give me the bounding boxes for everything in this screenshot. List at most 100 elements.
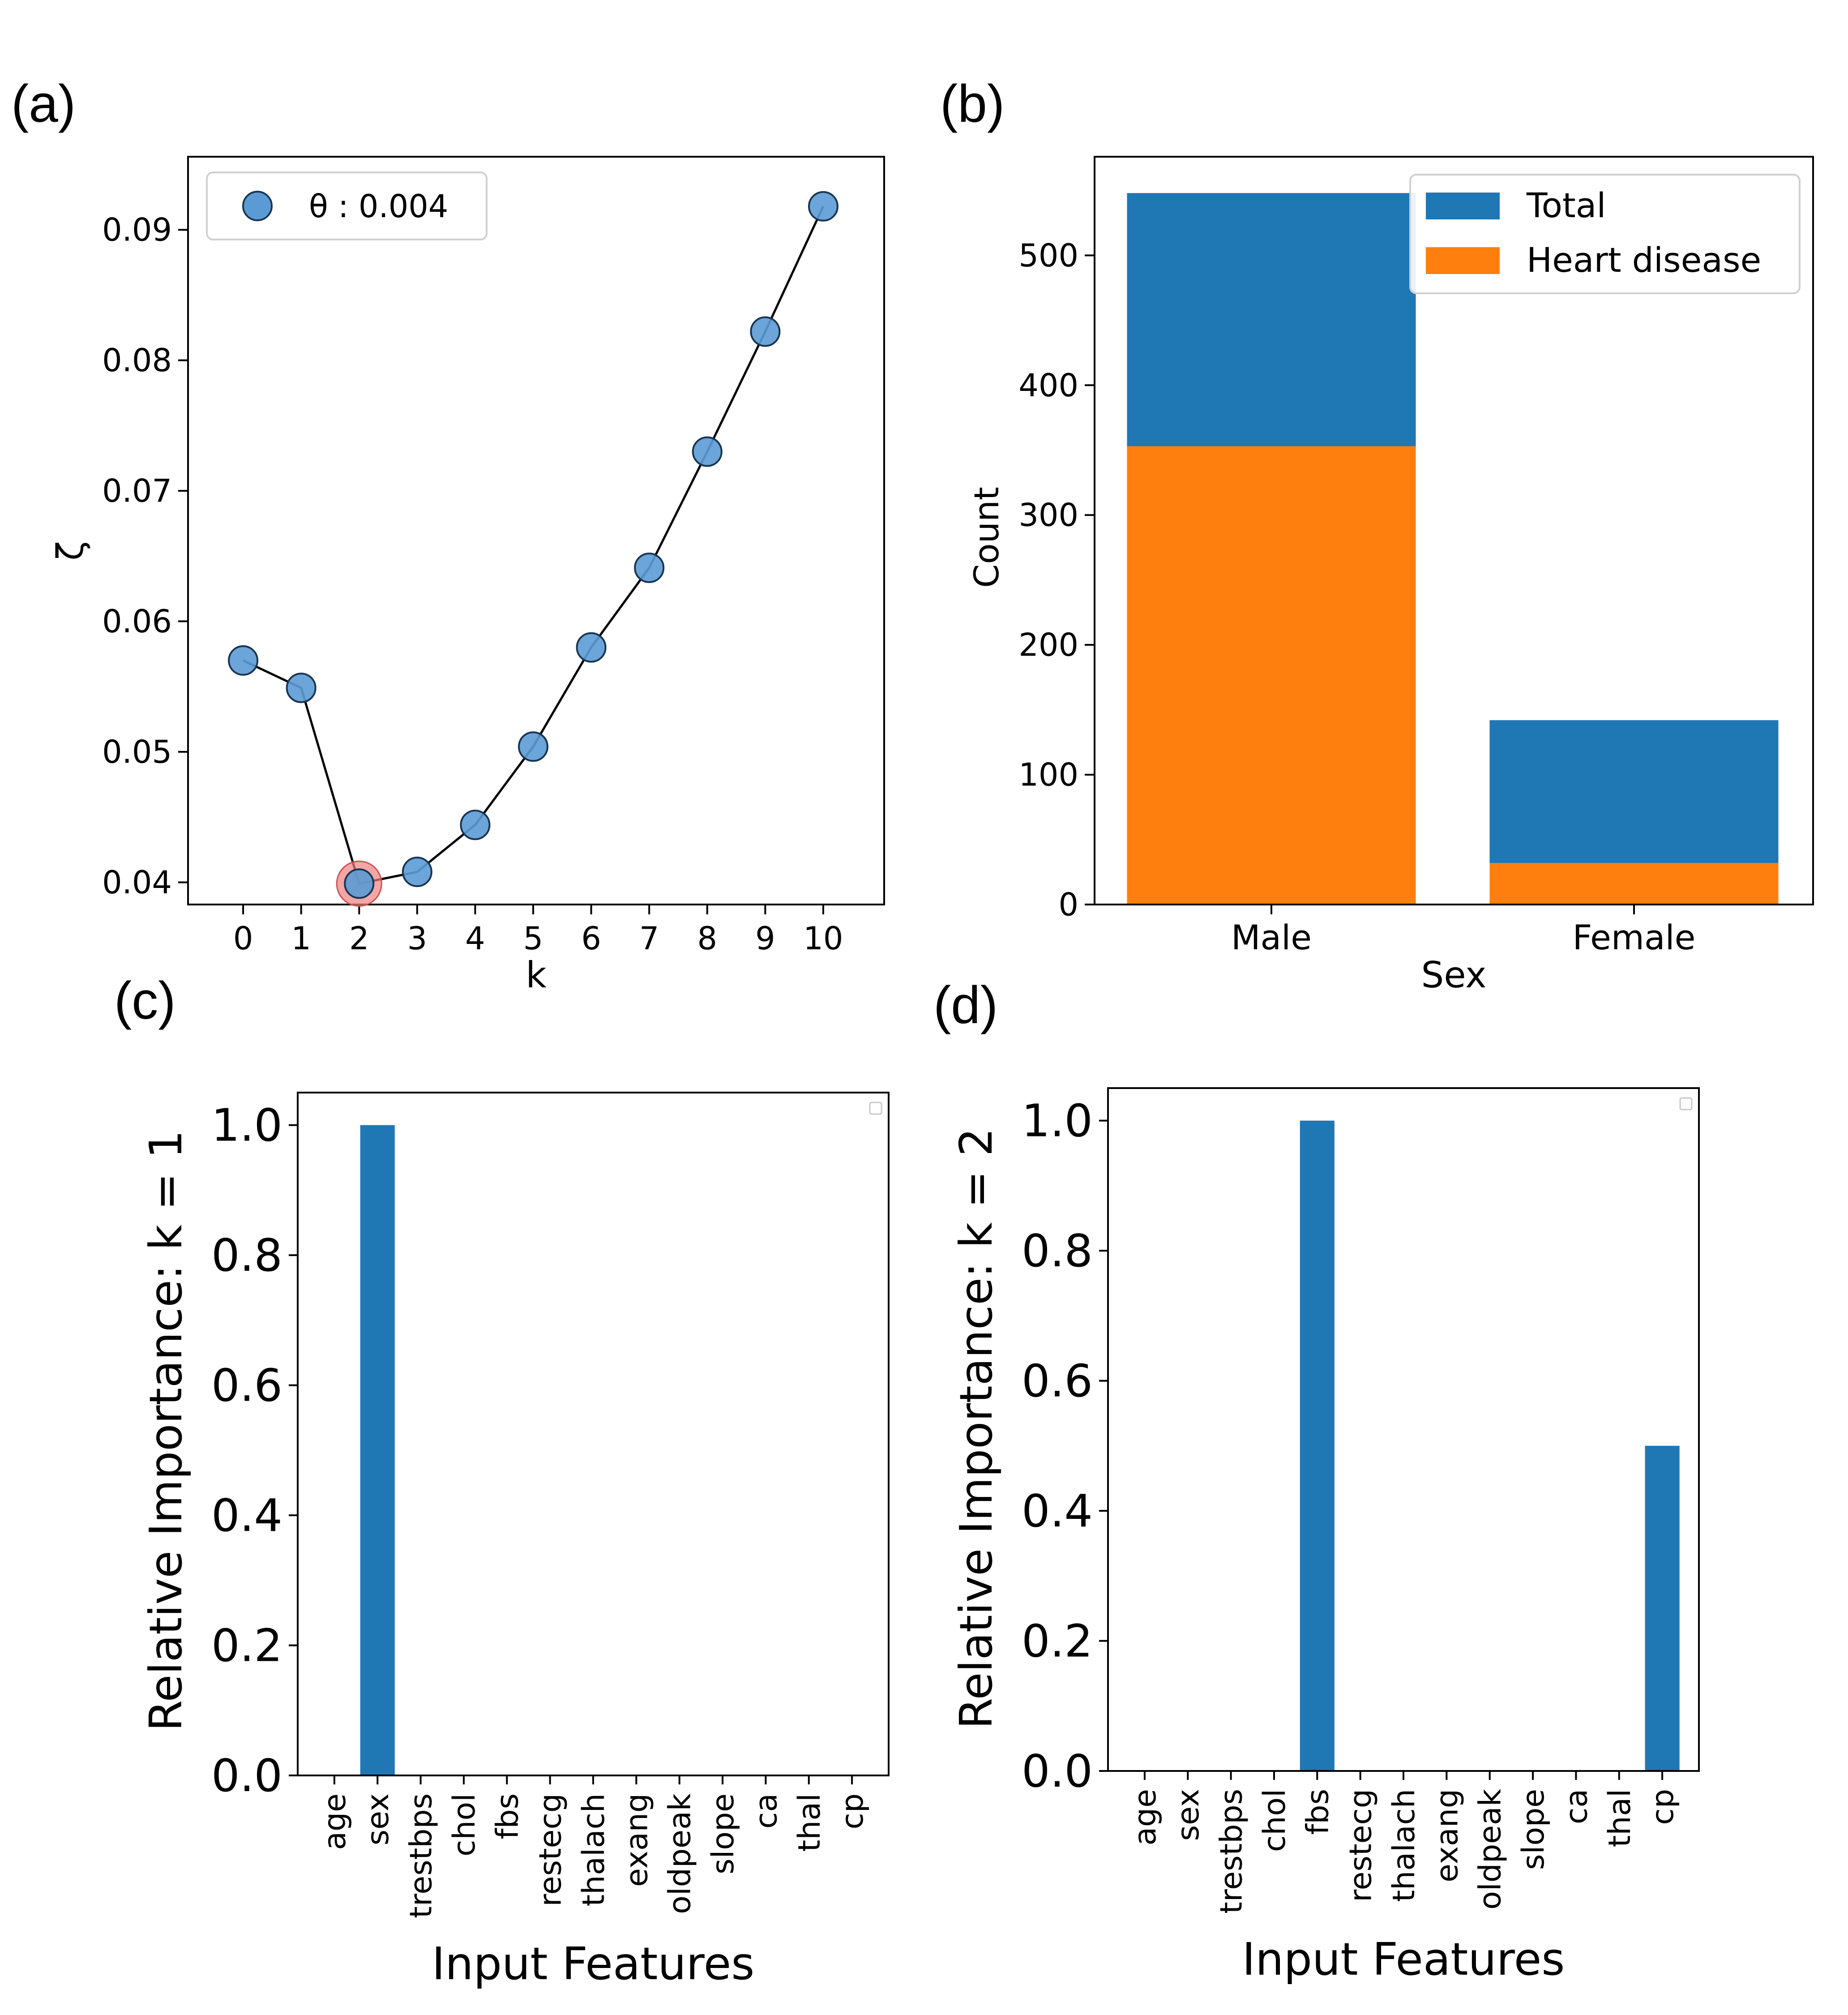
- x-tick-label: cp: [835, 1793, 870, 1830]
- y-tick-label: 0.07: [102, 473, 172, 510]
- legend-label-heart-disease: Heart disease: [1527, 240, 1761, 280]
- x-tick-label: oldpeak: [663, 1793, 698, 1914]
- y-tick-label: 100: [1018, 757, 1078, 793]
- y-tick-label: 0.2: [211, 1620, 282, 1672]
- y-tick-label: 1.0: [211, 1099, 282, 1152]
- y-tick-label: 0.4: [1022, 1485, 1093, 1537]
- x-tick-label: thalach: [576, 1793, 612, 1906]
- x-tick-label: chol: [1257, 1789, 1292, 1852]
- data-point: [808, 191, 838, 222]
- x-tick-label: cp: [1645, 1789, 1681, 1825]
- x-tick-label: 6: [581, 920, 601, 957]
- x-tick-label: sex: [360, 1793, 396, 1845]
- panel-label-d: (d): [933, 976, 998, 1035]
- x-tick-label: 0: [233, 920, 253, 957]
- y-tick-label: 0.4: [211, 1489, 282, 1542]
- x-tick-label: 4: [465, 920, 485, 957]
- y-tick-label: 0.0: [211, 1749, 282, 1802]
- panel-label-a: (a): [11, 74, 76, 133]
- y-tick-label: 1.0: [1022, 1095, 1093, 1147]
- x-tick-label: 5: [523, 920, 543, 957]
- x-axis-label: Input Features: [1242, 1933, 1565, 1985]
- y-tick-label: 0.0: [1022, 1745, 1093, 1797]
- empty-legend-box: [1679, 1097, 1693, 1110]
- y-tick-label: 0.06: [102, 603, 172, 640]
- y-tick-label: 0.09: [102, 212, 172, 249]
- chart-c-importance-k1: age sex trestbps chol fbs restecg thalach exang…: [140, 1092, 890, 1990]
- chart-b-stacked-bar-sex: Male Female 0 100 200 300 400 500 Sex Count Total H…: [967, 156, 1814, 996]
- x-tick-label: trestbps: [1214, 1789, 1249, 1914]
- chart-d-importance-k2: age sex trestbps chol fbs restecg thalach exang…: [950, 1087, 1700, 1985]
- plot-frame: [1094, 156, 1814, 905]
- x-tick-label: 3: [407, 920, 428, 957]
- panel-label-c: (c): [114, 971, 176, 1030]
- legend-swatch-total: [1426, 193, 1500, 219]
- y-tick-label: 300: [1018, 497, 1078, 534]
- data-point: [634, 553, 665, 583]
- y-tick-label: 0.6: [1022, 1355, 1093, 1407]
- x-tick-label: 7: [639, 920, 659, 957]
- y-tick-label: 0.08: [102, 342, 172, 379]
- x-tick-label: 2: [349, 920, 369, 957]
- x-tick-label: sex: [1171, 1789, 1206, 1841]
- importance-bar: [1300, 1120, 1335, 1771]
- importance-bar: [1645, 1445, 1680, 1771]
- y-tick-label: 0.04: [102, 864, 172, 901]
- empty-legend-box: [869, 1102, 882, 1115]
- y-tick-label: 200: [1018, 627, 1078, 664]
- x-tick-label: Male: [1231, 917, 1312, 957]
- data-point: [692, 436, 723, 467]
- x-tick-label: exang: [1429, 1789, 1465, 1882]
- plot-frame: [187, 156, 885, 905]
- plot-frame: [1107, 1087, 1700, 1772]
- x-tick-label: thalach: [1386, 1789, 1422, 1902]
- y-tick-label: 0.05: [102, 734, 172, 771]
- y-axis-label: Relative Importance: k = 1: [140, 1130, 192, 1731]
- x-tick-label: fbs: [1300, 1789, 1335, 1835]
- x-tick-label: slope: [1516, 1789, 1551, 1870]
- x-tick-label: 10: [803, 920, 843, 957]
- x-tick-label: exang: [619, 1793, 654, 1887]
- series-line: [243, 206, 825, 885]
- legend-box: [206, 171, 488, 240]
- x-axis-label: k: [526, 954, 547, 996]
- importance-bar: [360, 1125, 395, 1775]
- x-tick-label: fbs: [490, 1793, 525, 1839]
- data-point: [228, 645, 259, 676]
- x-tick-label: thal: [792, 1793, 827, 1852]
- y-axis-label: ζ: [50, 541, 91, 561]
- y-tick-label: 0: [1058, 887, 1078, 923]
- x-axis-label: Sex: [1421, 954, 1487, 996]
- data-point: [518, 731, 549, 762]
- data-point: [344, 868, 375, 899]
- x-tick-label: trestbps: [404, 1793, 439, 1918]
- bar-heart-disease: [1489, 863, 1779, 905]
- chart-a-line-zeta-vs-k: 0.04 0.05 0.06 0.07 0.08 0.09 0 1 2 3 4 5 6 7 8 9 10 k ζ θ …: [50, 156, 885, 996]
- y-tick-label: 0.6: [211, 1359, 282, 1412]
- x-tick-label: ca: [749, 1793, 784, 1829]
- x-tick-label: thal: [1602, 1789, 1638, 1847]
- data-point: [576, 632, 607, 663]
- legend-marker: [242, 191, 273, 221]
- legend-label: θ : 0.004: [309, 188, 448, 225]
- x-tick-label: 8: [697, 920, 717, 957]
- legend-swatch-heart-disease: [1426, 247, 1500, 274]
- x-tick-label: 9: [755, 920, 775, 957]
- panel-label-b: (b): [940, 74, 1005, 133]
- x-tick-label: age: [1128, 1789, 1163, 1846]
- x-tick-label: restecg: [533, 1793, 569, 1907]
- bar-heart-disease: [1127, 446, 1416, 905]
- data-point: [460, 810, 491, 840]
- x-tick-label: slope: [706, 1793, 741, 1874]
- x-tick-label: ca: [1559, 1789, 1594, 1824]
- x-axis-label: Input Features: [432, 1938, 755, 1990]
- y-tick-label: 400: [1018, 367, 1078, 404]
- legend-box: [1409, 174, 1801, 294]
- y-tick-label: 0.8: [211, 1229, 282, 1282]
- x-tick-label: oldpeak: [1473, 1788, 1508, 1909]
- x-tick-label: chol: [447, 1793, 482, 1856]
- y-tick-label: 0.2: [1022, 1615, 1093, 1668]
- x-tick-label: Female: [1573, 917, 1696, 957]
- y-tick-label: 500: [1018, 237, 1078, 274]
- y-axis-label: Relative Importance: k = 2: [950, 1128, 1002, 1729]
